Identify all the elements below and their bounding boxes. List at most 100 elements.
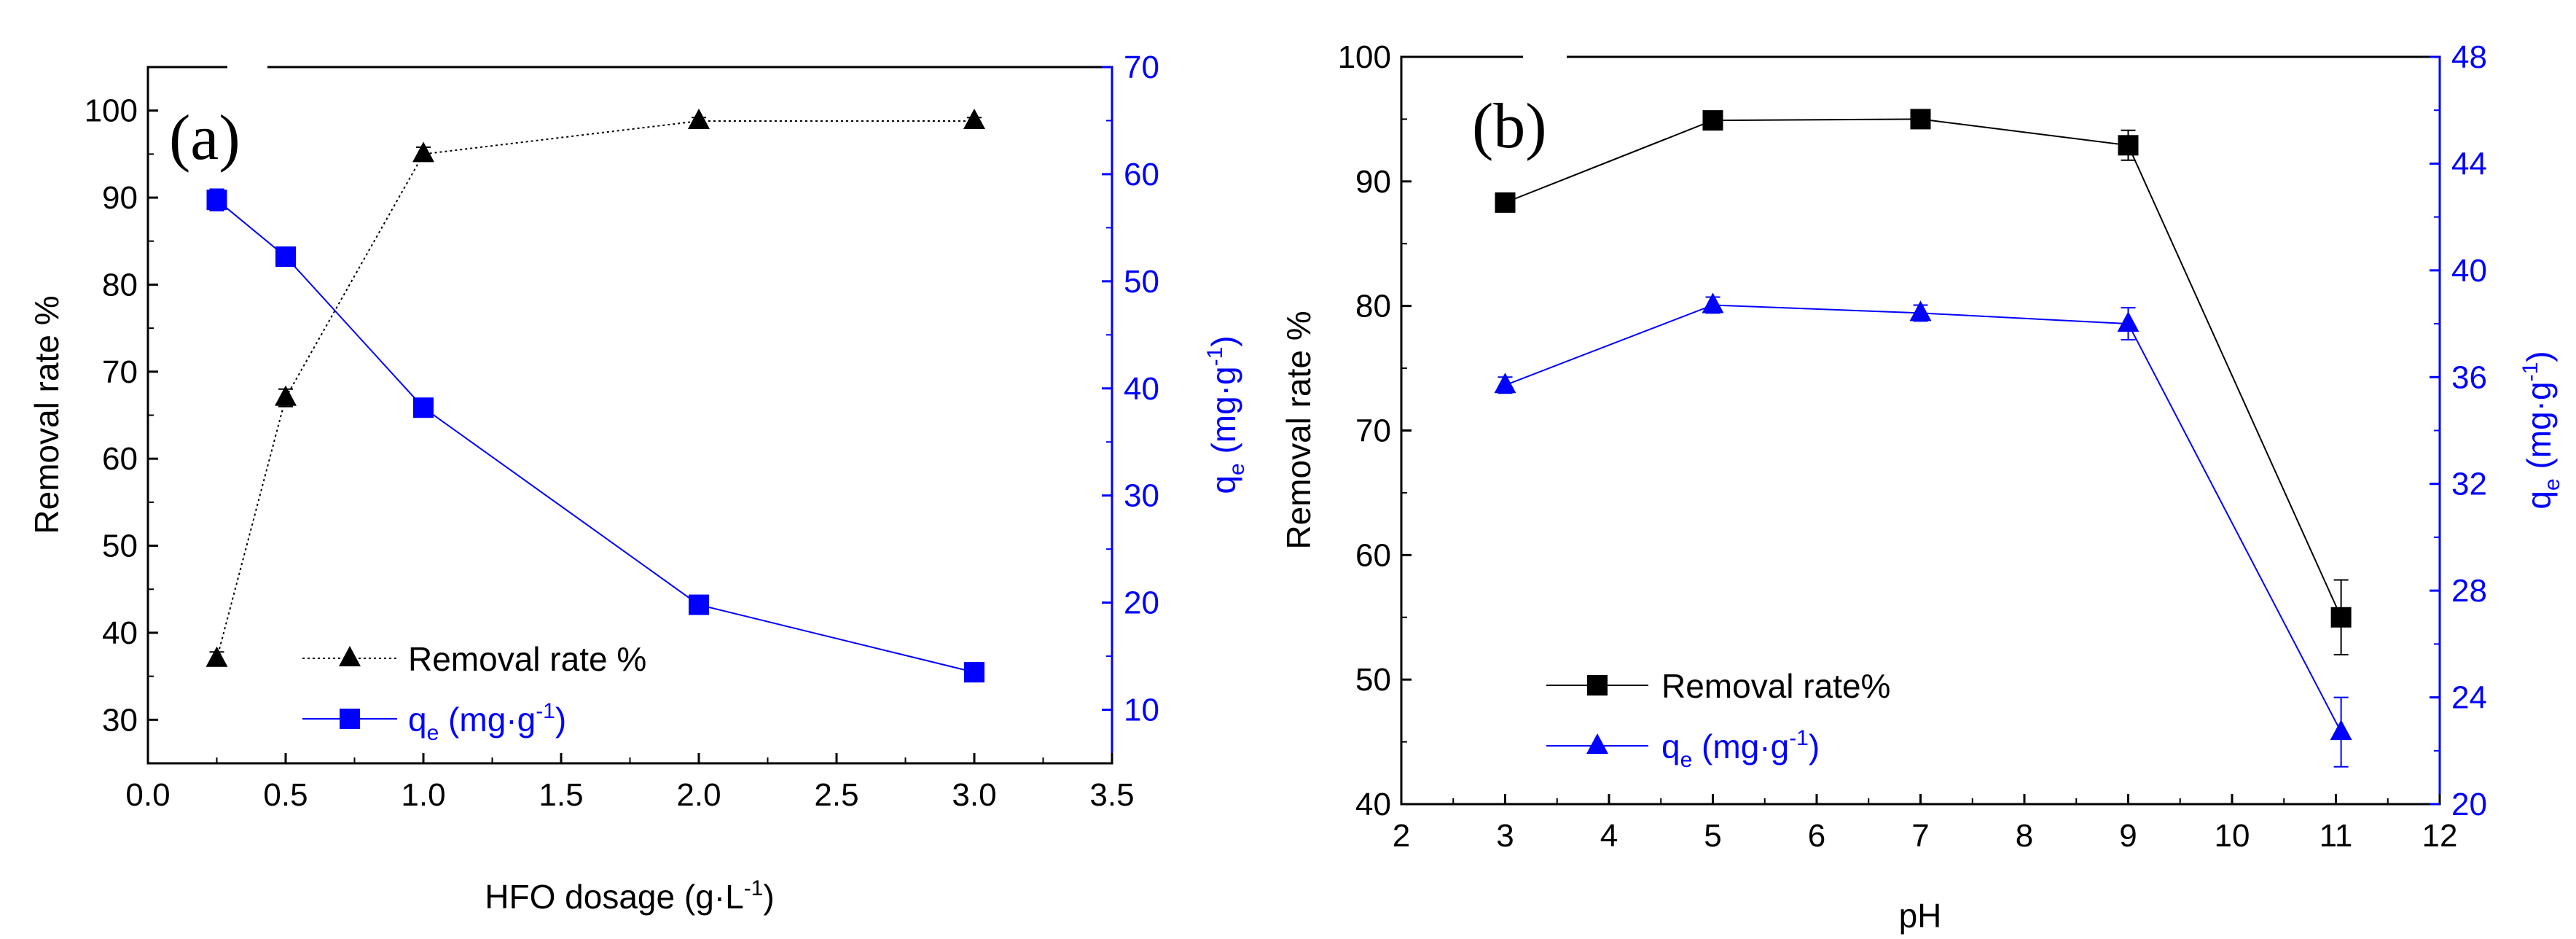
- panel-a-legend: Removal rate % qe (mg·g-1): [302, 640, 646, 745]
- panel-b-y2-tick-label: 20: [2451, 787, 2487, 822]
- panel-a-series-1-point: [275, 246, 296, 268]
- panel-b-x-tick-label: 7: [1911, 818, 1929, 854]
- panel-b-legend: Removal rate% qe (mg·g-1): [1546, 667, 1890, 772]
- panel-a-y2-tick-label: 40: [1124, 371, 1159, 407]
- panel-a-y-axis-title: Removal rate %: [28, 295, 66, 534]
- panel-b-y2-axis-title-end: ): [2520, 351, 2558, 362]
- panel-a-x-tick-label: 3.5: [1089, 777, 1134, 813]
- panel-b-y2-axis-title-sup: -1: [2518, 362, 2542, 382]
- panel-b-y-tick-label: 100: [1338, 39, 1391, 75]
- panel-b-x-tick-label: 11: [2319, 818, 2353, 854]
- panel-b-x-tick-label: 8: [2016, 818, 2033, 854]
- panel-a-series-1-point: [689, 594, 709, 615]
- panel-a-series-1-point: [413, 397, 434, 418]
- panel-b-chart: 2 3 4 5 6 7 8 9 10 11 12 40 50 60 70 80 90 100 20 24 28 32 3…: [1280, 39, 2564, 935]
- panel-b-series-1-point: [2330, 720, 2352, 741]
- panel-b-top-border-gap: [1523, 52, 1567, 61]
- panel-b-legend-label-qe-base: q: [1661, 728, 1680, 765]
- panel-a-y-tick-label: 30: [102, 702, 138, 738]
- panel-b-y-tick-label: 50: [1355, 662, 1391, 698]
- panel-b-series-1-point: [1494, 373, 1516, 394]
- panel-b-legend-label-qe-sup: -1: [1789, 726, 1809, 750]
- panel-b-y2-axis-title: qe (mg·g-1): [2518, 351, 2564, 509]
- panel-b-y-tick-label: 60: [1355, 537, 1391, 573]
- panel-b-series-1-point: [1702, 292, 1724, 313]
- panel-a-y2-tick-label: 30: [1124, 478, 1159, 514]
- panel-a-y-tick-label: 100: [85, 93, 138, 129]
- panel-a-y2-axis-title-sup: -1: [1203, 347, 1227, 367]
- panel-a-series-0-point: [412, 141, 434, 163]
- panel-a-series-1-point: [206, 190, 227, 211]
- panel-b-x-tick-label: 4: [1600, 818, 1618, 854]
- panel-b-series-0-point: [2118, 135, 2139, 156]
- panel-a-x-axis-title-base: HFO dosage (g·L: [485, 878, 743, 916]
- panel-a-legend-marker-qe: [340, 709, 360, 729]
- panel-a-y2-axis-title-sub: e: [1225, 463, 1249, 475]
- panel-a-series-0-line: [216, 120, 974, 660]
- panel-b-x-tick-label: 12: [2422, 818, 2458, 854]
- panel-b-series-0-line: [1505, 118, 2342, 618]
- panel-a-series-0-point: [205, 646, 228, 667]
- panel-a-y2-axis-title-end: ): [1205, 335, 1242, 346]
- panel-a-series-0-point: [275, 385, 297, 406]
- panel-b-series-1-point: [1909, 300, 1932, 322]
- panel-a-x-tick-label: 1.5: [539, 777, 583, 813]
- panel-b-y-axis-title: Removal rate %: [1280, 311, 1318, 549]
- panel-a-y2-tick-label: 20: [1124, 585, 1159, 621]
- panel-a-y2-axis-title-base: q: [1205, 475, 1242, 494]
- panel-b-y2-axis-title-base: q: [2520, 491, 2558, 510]
- panel-b-y2-tick-label: 44: [2451, 146, 2487, 182]
- panel-a-y2-axis-title-unit: (mg·g: [1205, 366, 1242, 463]
- panel-a-legend-label-qe-sub: e: [427, 721, 439, 745]
- panel-b-y2-tick-label: 48: [2451, 39, 2487, 75]
- panel-a-y2-tick-label: 50: [1124, 264, 1159, 300]
- panel-a-series-0-point: [963, 109, 985, 130]
- panel-a-y2-tick-label: 70: [1124, 50, 1159, 85]
- panel-b-series-0-point: [1702, 110, 1723, 131]
- panel-b-x-tick-label: 9: [2119, 818, 2137, 854]
- panel-a-y2-tick-label: 60: [1124, 157, 1159, 192]
- panel-a-x-tick-label: 0.5: [263, 777, 308, 813]
- panel-a-series-1-point: [964, 662, 984, 683]
- panel-b-y2-tick-label: 32: [2451, 467, 2487, 502]
- panel-b-legend-label-qe-end: ): [1809, 728, 1820, 765]
- panel-a-y2-tick-label: 10: [1124, 693, 1159, 728]
- panel-b-series-1-line: [1505, 304, 2342, 733]
- panel-a-legend-label-removal: Removal rate %: [408, 640, 646, 678]
- panel-b-y-tick-label: 70: [1355, 413, 1391, 449]
- panel-a-x-axis-title-sup: -1: [744, 876, 764, 900]
- panel-b-y-tick-label: 40: [1355, 787, 1391, 822]
- panel-b-x-tick-label: 3: [1496, 818, 1514, 854]
- panel-a-x-tick-label: 3.0: [952, 777, 996, 813]
- panel-b-y2-tick-label: 36: [2451, 359, 2487, 395]
- panel-b-legend-label-qe: qe (mg·g-1): [1661, 726, 1820, 772]
- panel-b-x-tick-label: 6: [1808, 818, 1825, 854]
- panel-b-legend-label-qe-unit: (mg·g: [1692, 728, 1789, 765]
- panel-b-x-tick-label: 5: [1704, 818, 1721, 854]
- panel-b-series-1-point: [2117, 311, 2140, 332]
- panel-a-series-1-line: [216, 199, 975, 674]
- panel-b-series-0-point: [1910, 109, 1931, 130]
- panel-b-series-0-point: [2330, 607, 2352, 628]
- panel-b-series-0-point: [1495, 192, 1516, 213]
- panel-a-y-tick-label: 70: [102, 354, 138, 390]
- panel-a-legend-label-qe: qe (mg·g-1): [408, 699, 566, 745]
- panel-a-legend-label-qe-base: q: [408, 701, 427, 739]
- panel-a-x-tick-label: 2.5: [814, 777, 858, 813]
- panel-a-chart: 0.0 0.5 1.0 1.5 2.0 2.5 3.0 3.5 30 40 50 60 70 80 90 1…: [28, 50, 1249, 916]
- panel-b-x-tick-label: 2: [1393, 818, 1410, 854]
- panel-a-x-axis-title-end: ): [763, 878, 774, 916]
- panel-b-x-axis-title: pH: [1899, 897, 1942, 935]
- panel-a-series-0-point: [688, 109, 710, 130]
- panel-b-legend-label-qe-sub: e: [1680, 748, 1693, 772]
- panel-b-plot-frame: [1400, 55, 2441, 806]
- panel-b-y2-axis-title-unit: (mg·g: [2520, 381, 2558, 478]
- panel-a-x-tick-label: 1.0: [401, 777, 445, 813]
- panel-b-y2-tick-label: 40: [2451, 253, 2487, 289]
- panel-b-legend-marker-qe: [1586, 733, 1608, 754]
- panel-a-legend-marker-removal: [339, 646, 361, 666]
- panel-b-y2-axis-title-sub: e: [2540, 478, 2564, 491]
- panel-b-legend-label-removal: Removal rate%: [1661, 667, 1890, 705]
- panel-b-x-tick-label: 10: [2215, 818, 2250, 854]
